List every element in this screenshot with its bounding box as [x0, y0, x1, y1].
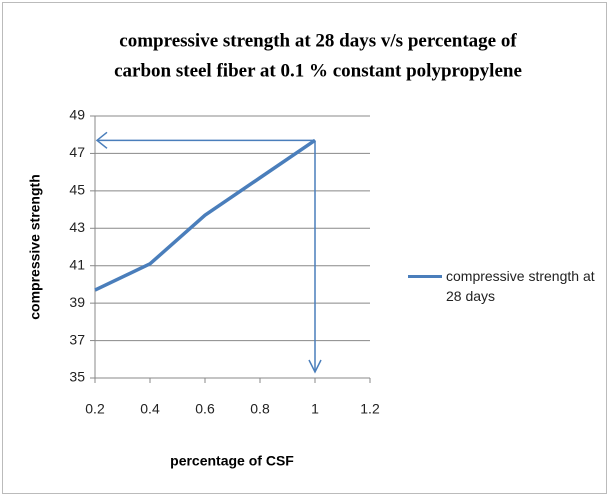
chart-title: carbon steel fiber at 0.1 % constant pol… [114, 60, 522, 81]
legend: compressive strength at 28 days [408, 266, 606, 306]
arrow-head [308, 359, 322, 374]
x-tick-label: 1.2 [360, 401, 380, 417]
y-axis-label: compressive strength [27, 174, 43, 320]
y-tick-label: 41 [69, 256, 85, 272]
y-tick-label: 39 [69, 294, 85, 310]
y-tick-label: 37 [69, 331, 85, 347]
legend-swatch [408, 275, 442, 278]
data-line [94, 138, 316, 292]
chart-title: compressive strength at 28 days v/s perc… [119, 30, 517, 51]
x-tick-label: 0.8 [250, 401, 270, 417]
x-tick-label: 0.4 [140, 401, 160, 417]
y-tick-label: 49 [69, 107, 85, 123]
x-tick-label: 1 [311, 401, 319, 417]
legend-label: compressive strength at 28 days [446, 268, 595, 304]
y-tick-label: 47 [69, 144, 85, 160]
x-axis-label: percentage of CSF [170, 453, 294, 469]
x-tick-label: 0.2 [85, 401, 105, 417]
x-tick-label: 0.6 [195, 401, 215, 417]
arrow-head [95, 131, 108, 149]
y-tick-label: 45 [69, 182, 85, 198]
y-tick-label: 43 [69, 219, 85, 235]
y-tick-label: 35 [69, 369, 85, 385]
